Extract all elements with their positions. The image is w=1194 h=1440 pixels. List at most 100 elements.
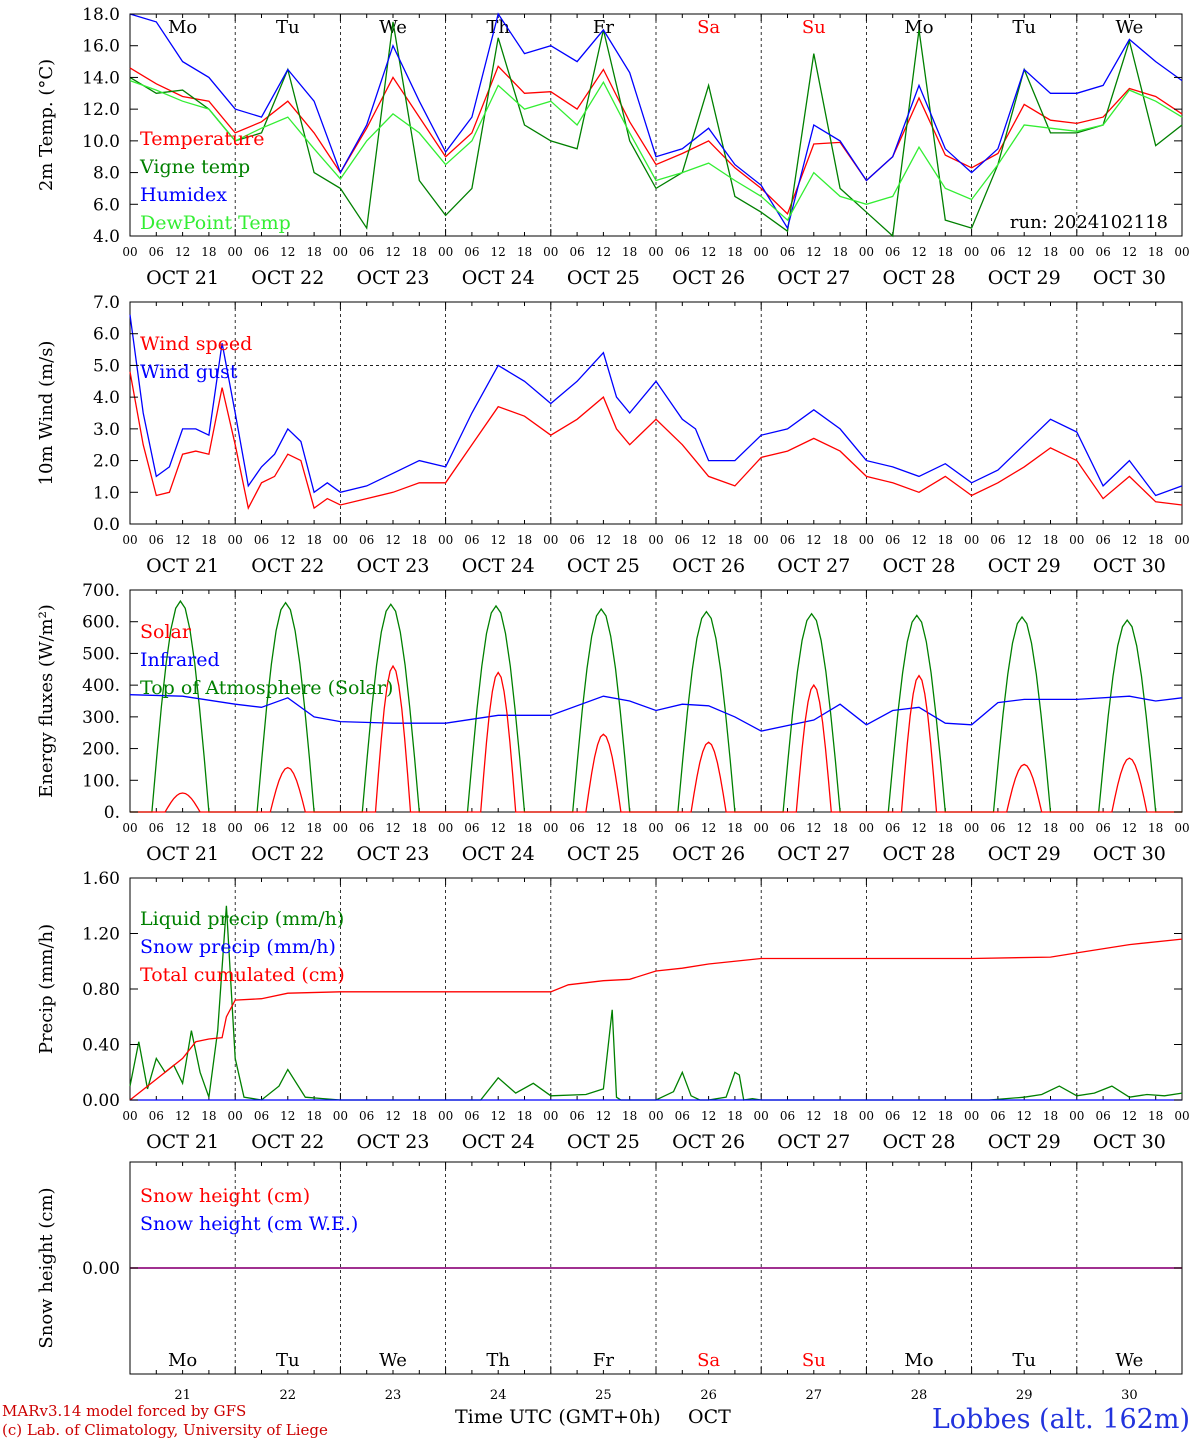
x-day-label: OCT 29 [988,555,1061,577]
x-hour-tick-label: 06 [254,1109,269,1123]
x-hour-tick-label: 00 [228,821,243,835]
x-hour-tick-label: 06 [359,821,374,835]
series-line-total-cumulated-cm- [129,938,1183,1101]
y-tick-label: 3.0 [93,420,120,440]
x-hour-tick-label: 18 [517,1109,532,1123]
weekday-label-bottom: Th [486,1350,510,1371]
x-hour-tick-label: 06 [569,533,584,547]
x-hour-tick-label: 06 [569,245,584,259]
y-tick-label: 7.0 [93,293,120,313]
x-day-label: OCT 24 [462,843,535,865]
x-hour-tick-label: 18 [727,245,742,259]
x-day-label: OCT 24 [462,555,535,577]
x-hour-tick-label: 06 [1095,821,1110,835]
x-hour-tick-label: 00 [333,821,348,835]
x-day-label: OCT 30 [1093,267,1166,289]
legend-entry: Top of Atmosphere (Solar) [140,677,393,699]
x-hour-tick-label: 00 [859,533,874,547]
x-day-label: OCT 28 [882,843,955,865]
x-hour-tick-label: 18 [306,533,321,547]
y-tick-label: 16.0 [82,37,120,57]
x-hour-tick-label: 06 [675,1109,690,1123]
x-hour-tick-label: 12 [175,245,190,259]
series-line-infrared [129,694,1183,732]
x-hour-tick-label: 00 [754,533,769,547]
y-tick-label: 8.0 [93,164,120,184]
x-hour-tick-label: 00 [543,245,558,259]
y-tick-label: 10.0 [82,132,120,152]
x-hour-tick-label: 00 [648,245,663,259]
x-hour-tick-label: 18 [1148,533,1163,547]
x-hour-tick-label: 18 [938,533,953,547]
y-tick-label: 4.0 [93,388,120,408]
x-hour-tick-label: 06 [254,245,269,259]
y-tick-label: 1.60 [82,869,120,889]
x-day-label: OCT 29 [988,1131,1061,1153]
x-hour-tick-label: 00 [1069,821,1084,835]
x-hour-tick-label: 18 [412,245,427,259]
x-hour-tick-label: 12 [911,821,926,835]
x-hour-tick-label: 06 [675,533,690,547]
y-tick-label: 5.0 [93,356,120,376]
y-tick-label: 2.0 [93,452,120,472]
day-number-label: 27 [806,1388,823,1403]
x-day-label: OCT 23 [356,1131,429,1153]
x-hour-tick-label: 06 [675,245,690,259]
y-tick-label: 500. [82,644,120,664]
x-hour-tick-label: 00 [1069,245,1084,259]
series-line-humidex [129,12,1183,230]
y-tick-label: 200. [82,740,120,760]
x-hour-tick-label: 06 [990,533,1005,547]
x-hour-tick-label: 12 [280,533,295,547]
x-hour-tick-label: 18 [1148,245,1163,259]
x-hour-tick-label: 06 [1095,245,1110,259]
x-hour-tick-label: 18 [622,821,637,835]
x-hour-tick-label: 00 [228,245,243,259]
x-hour-tick-label: 12 [701,821,716,835]
x-day-label: OCT 22 [251,555,324,577]
x-hour-tick-label: 00 [333,1109,348,1123]
x-hour-tick-label: 18 [832,245,847,259]
y-axis-label: 10m Wind (m/s) [36,341,57,486]
x-day-label: OCT 23 [356,843,429,865]
x-hour-tick-label: 06 [359,1109,374,1123]
x-hour-tick-label: 00 [438,821,453,835]
x-hour-tick-label: 00 [964,245,979,259]
y-tick-label: 0. [104,803,120,823]
y-tick-label: 1.0 [93,483,120,503]
x-hour-tick-label: 00 [1174,821,1189,835]
x-day-label: OCT 27 [777,267,850,289]
x-hour-tick-label: 18 [938,245,953,259]
y-tick-label: 0.80 [82,980,120,1000]
x-hour-tick-label: 06 [359,533,374,547]
x-hour-tick-label: 12 [1017,1109,1032,1123]
x-hour-tick-label: 00 [859,821,874,835]
x-day-label: OCT 21 [146,555,219,577]
x-hour-tick-label: 06 [464,821,479,835]
x-day-label: OCT 30 [1093,843,1166,865]
credit-line-1: MARv3.14 model forced by GFS [2,1402,246,1420]
x-day-label: OCT 26 [672,843,745,865]
x-hour-tick-label: 06 [885,1109,900,1123]
x-hour-tick-label: 18 [1043,245,1058,259]
x-day-label: OCT 24 [462,267,535,289]
series-line-temperature [129,65,1183,215]
x-hour-tick-label: 12 [1017,245,1032,259]
legend-entry: Snow height (cm) [140,1185,310,1207]
legend-entry: Humidex [140,184,227,206]
x-day-label: OCT 26 [672,267,745,289]
x-hour-tick-label: 18 [938,1109,953,1123]
day-number-label: 30 [1121,1388,1138,1403]
y-tick-label: 4.0 [93,227,120,247]
x-hour-tick-label: 00 [543,533,558,547]
x-day-label: OCT 27 [777,555,850,577]
x-hour-tick-label: 06 [1095,1109,1110,1123]
y-tick-label: 0.0 [93,515,120,535]
x-hour-tick-label: 12 [175,533,190,547]
x-hour-tick-label: 12 [280,1109,295,1123]
x-hour-tick-label: 12 [1017,821,1032,835]
x-hour-tick-label: 18 [1043,1109,1058,1123]
x-hour-tick-label: 18 [832,1109,847,1123]
x-hour-tick-label: 06 [885,245,900,259]
